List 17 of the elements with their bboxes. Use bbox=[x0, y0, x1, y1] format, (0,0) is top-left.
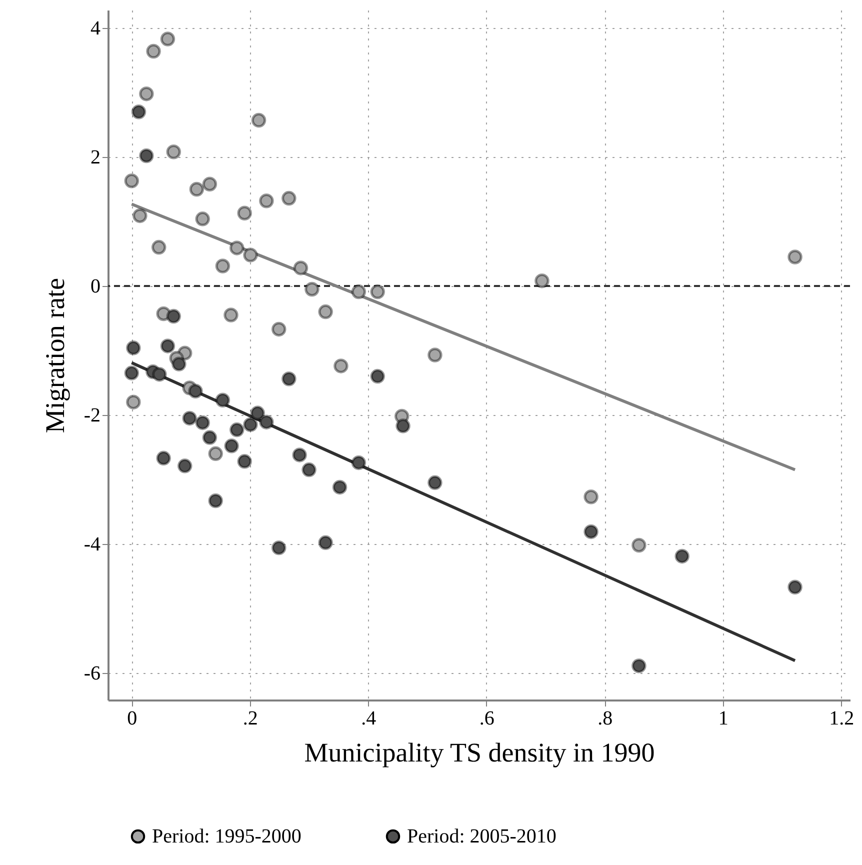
x-tick-label: .6 bbox=[479, 708, 494, 730]
x-tick-label: 1 bbox=[718, 708, 728, 730]
y-tick-label: -6 bbox=[84, 662, 100, 684]
y-tick-label: 0 bbox=[90, 276, 100, 298]
x-tick-label: .2 bbox=[242, 708, 258, 730]
x-tick-label: 1.2 bbox=[829, 708, 854, 730]
y-tick-label: 4 bbox=[90, 18, 100, 40]
y-tick-label: 2 bbox=[90, 146, 100, 169]
y-tick-label: -4 bbox=[84, 533, 100, 556]
y-axis-title: Migration rate bbox=[40, 278, 70, 434]
legend-label: Period: 1995-2000 bbox=[152, 825, 302, 848]
y-tick-label: -2 bbox=[84, 404, 100, 426]
x-tick-label: .4 bbox=[361, 708, 376, 730]
x-tick-label: 0 bbox=[127, 708, 138, 730]
x-axis-title: Municipality TS density in 1990 bbox=[304, 738, 655, 768]
legend-label: Period: 2005-2010 bbox=[407, 825, 556, 848]
x-tick-label: .8 bbox=[598, 708, 613, 730]
